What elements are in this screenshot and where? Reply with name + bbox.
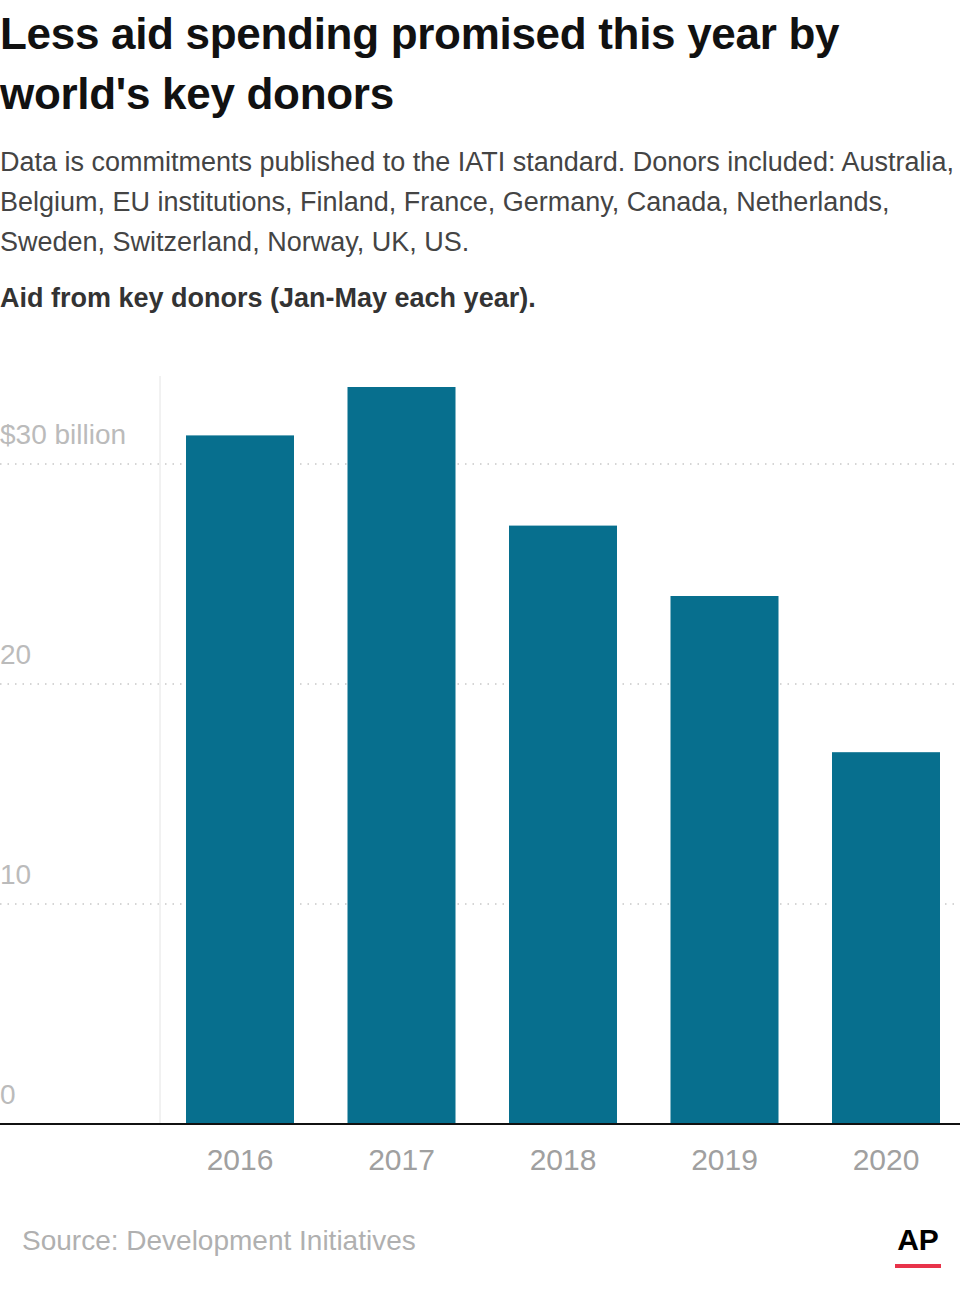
credit-underline [895, 1264, 941, 1268]
bar [186, 435, 294, 1124]
y-tick-label: 0 [0, 1079, 16, 1110]
grid-line [0, 463, 960, 465]
y-tick-label: 20 [0, 639, 31, 670]
bar [509, 526, 617, 1124]
source: Source: Development Initiatives [22, 1225, 416, 1256]
x-tick-label: 2018 [530, 1143, 597, 1176]
bars [186, 387, 940, 1124]
chart: 0 10 20 $30 billion 2016 2017 2018 2019 2020 Sour… [0, 0, 960, 1291]
y-axis-line [160, 376, 161, 1124]
credit: AP [897, 1223, 939, 1256]
y-label: Aid from key donors (Jan-May each year). [0, 280, 955, 316]
subtitle: Data is commitments published to the IAT… [0, 142, 955, 262]
grid-line [0, 683, 960, 685]
title: Less aid spending promised this year by … [0, 4, 955, 124]
bar [832, 752, 940, 1124]
x-tick-label: 2019 [691, 1143, 758, 1176]
x-tick-label: 2017 [368, 1143, 435, 1176]
y-tick-label: $30 billion [0, 419, 126, 450]
x-tick-label: 2016 [207, 1143, 274, 1176]
grid-line [0, 903, 960, 905]
bar [348, 387, 456, 1124]
bar [671, 596, 779, 1124]
x-tick-label: 2020 [853, 1143, 920, 1176]
y-tick-label: 10 [0, 859, 31, 890]
baseline [0, 1123, 960, 1125]
